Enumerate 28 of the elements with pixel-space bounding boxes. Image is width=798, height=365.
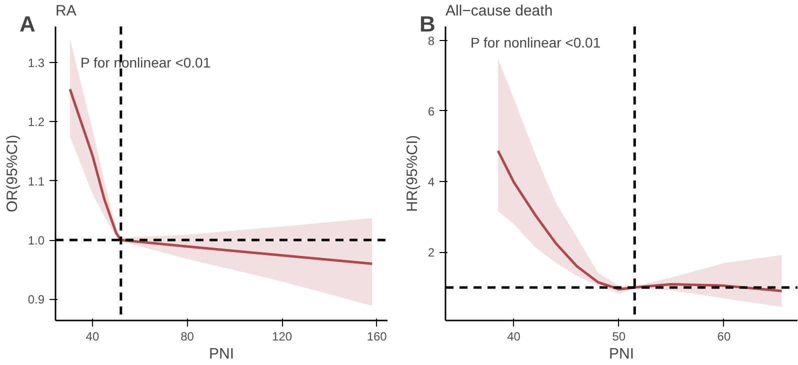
x-tick-label: 80 (180, 330, 194, 344)
x-axis-title: PNI (609, 346, 634, 362)
y-tick-label: 1.0 (28, 234, 45, 248)
line-series (496, 150, 783, 292)
x-axis-title: PNI (209, 346, 234, 362)
annotation: P for nonlinear <0.01 (470, 34, 601, 50)
y-tick-label: 6 (428, 104, 435, 118)
x-tick-label: 40 (507, 330, 521, 344)
y-tick-label: 1.1 (28, 174, 45, 188)
y-tick-label: 8 (428, 34, 435, 48)
x-tick-label: 120 (272, 330, 292, 344)
x-tick-label: 60 (717, 330, 731, 344)
y-tick-label: 1.3 (28, 56, 45, 70)
y-tick-label: 1.2 (28, 115, 45, 130)
line-series (68, 88, 374, 265)
chart-title: All−cause death (446, 2, 553, 20)
y-tick-label: 4 (428, 175, 435, 190)
x-tick-label: 50 (612, 330, 626, 344)
x-tick-label: 160 (366, 330, 388, 344)
x-tick-label: 40 (86, 330, 100, 344)
y-tick-label: 0.9 (28, 292, 45, 307)
y-axis-title: OR(95%CI) (4, 134, 21, 212)
y-axis-title: HR(95%CI) (404, 135, 421, 212)
chart-title: RA (56, 2, 76, 20)
text: B (420, 12, 436, 36)
annotation: P for nonlinear <0.01 (80, 54, 211, 70)
y-tick-label: 2 (428, 246, 435, 260)
text: A (20, 12, 36, 36)
